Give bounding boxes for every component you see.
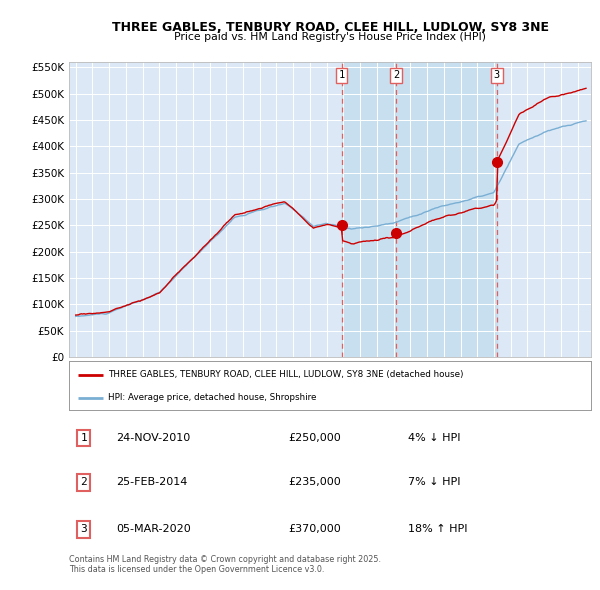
Text: 1: 1 <box>80 433 87 443</box>
Text: £235,000: £235,000 <box>288 477 341 487</box>
Text: £250,000: £250,000 <box>288 433 341 443</box>
Text: THREE GABLES, TENBURY ROAD, CLEE HILL, LUDLOW, SY8 3NE: THREE GABLES, TENBURY ROAD, CLEE HILL, L… <box>112 21 548 34</box>
Text: Price paid vs. HM Land Registry's House Price Index (HPI): Price paid vs. HM Land Registry's House … <box>174 32 486 42</box>
Text: 24-NOV-2010: 24-NOV-2010 <box>116 433 190 443</box>
Bar <box>342 62 497 357</box>
Text: Contains HM Land Registry data © Crown copyright and database right 2025.
This d: Contains HM Land Registry data © Crown c… <box>69 555 381 574</box>
Text: 2: 2 <box>393 70 399 80</box>
Text: 3: 3 <box>494 70 500 80</box>
Text: 1: 1 <box>338 70 345 80</box>
Text: 2: 2 <box>80 477 87 487</box>
Text: 3: 3 <box>80 525 87 535</box>
Text: 4% ↓ HPI: 4% ↓ HPI <box>409 433 461 443</box>
Text: THREE GABLES, TENBURY ROAD, CLEE HILL, LUDLOW, SY8 3NE (detached house): THREE GABLES, TENBURY ROAD, CLEE HILL, L… <box>108 371 464 379</box>
Text: 05-MAR-2020: 05-MAR-2020 <box>116 525 191 535</box>
Text: 25-FEB-2014: 25-FEB-2014 <box>116 477 187 487</box>
Text: 7% ↓ HPI: 7% ↓ HPI <box>409 477 461 487</box>
Text: £370,000: £370,000 <box>288 525 341 535</box>
Text: HPI: Average price, detached house, Shropshire: HPI: Average price, detached house, Shro… <box>108 394 317 402</box>
Text: 18% ↑ HPI: 18% ↑ HPI <box>409 525 468 535</box>
